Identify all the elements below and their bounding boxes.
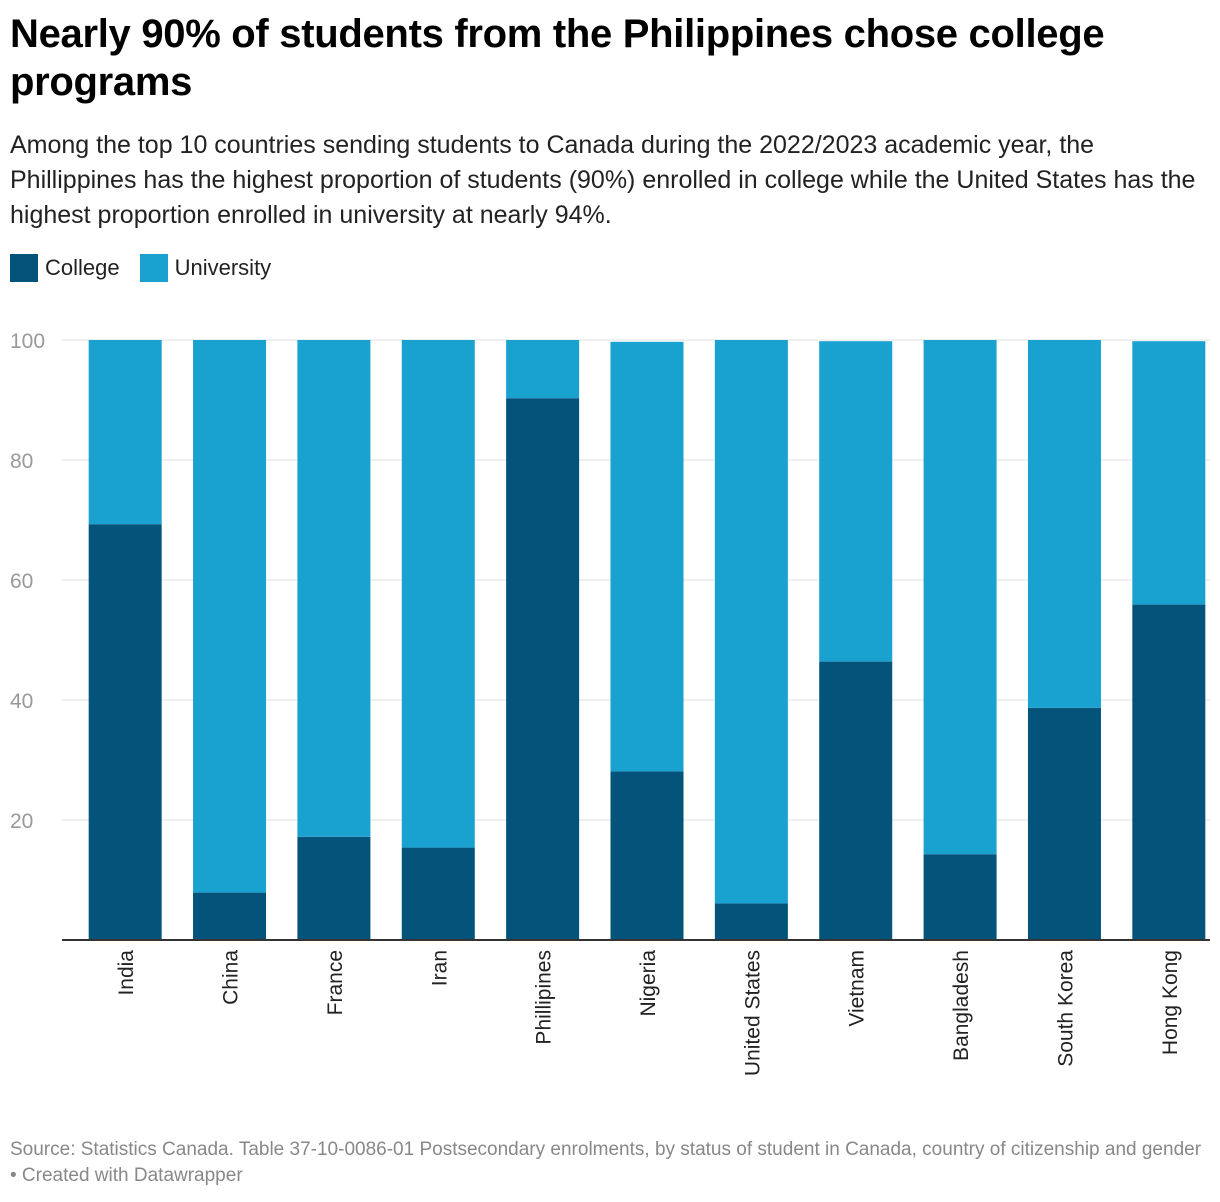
- legend-swatch-college: [10, 254, 38, 282]
- y-tick-label: 20: [10, 810, 33, 833]
- x-tick-label: South Korea: [1054, 950, 1077, 1067]
- bar-college-south-korea: [1027, 707, 1101, 940]
- bar-college-united-states: [714, 903, 788, 940]
- y-tick-label: 60: [10, 570, 33, 593]
- y-tick-label: 100: [10, 330, 45, 353]
- bar-college-france: [297, 836, 371, 940]
- chart-title: Nearly 90% of students from the Philippi…: [10, 12, 1105, 104]
- legend-label-college: College: [45, 255, 120, 280]
- bar-college-china: [193, 892, 267, 940]
- chart-legend: College University: [10, 254, 291, 282]
- bar-university-united-states: [714, 340, 788, 904]
- x-tick-label: Nigeria: [637, 950, 660, 1017]
- legend-item-college: College: [10, 254, 120, 282]
- x-tick-label: Bangladesh: [950, 950, 973, 1061]
- bar-university-nigeria: [610, 341, 684, 772]
- legend-item-university: University: [139, 254, 272, 282]
- bar-college-nigeria: [610, 771, 684, 940]
- x-tick-label: Vietnam: [846, 950, 869, 1027]
- bar-university-phillipines: [506, 340, 580, 399]
- bar-university-bangladesh: [923, 340, 997, 855]
- y-tick-label: 40: [10, 690, 33, 713]
- bar-university-vietnam: [819, 341, 893, 662]
- bar-college-bangladesh: [923, 854, 997, 940]
- bar-college-iran: [401, 847, 475, 940]
- bar-college-vietnam: [819, 661, 893, 940]
- stacked-bar-chart: 20 40 60 80 100 India China France Iran Phillipin…: [10, 330, 1210, 1076]
- x-tick-label: India: [115, 950, 138, 996]
- bar-university-hong-kong: [1132, 341, 1206, 605]
- x-tick-label: France: [324, 950, 347, 1015]
- source-footer: Source: Statistics Canada. Table 37-10-0…: [10, 1139, 1202, 1186]
- x-tick-label: China: [220, 950, 243, 1005]
- y-tick-label: 80: [10, 450, 33, 473]
- legend-swatch-university: [139, 254, 168, 282]
- legend-label-university: University: [174, 255, 272, 280]
- bar-college-phillipines: [506, 398, 580, 940]
- bar-university-china: [193, 340, 267, 893]
- bar-university-india: [88, 340, 162, 525]
- bar-university-south-korea: [1027, 340, 1101, 708]
- bar-college-india: [88, 524, 162, 940]
- bar-college-hong-kong: [1132, 604, 1206, 940]
- x-tick-label: Hong Kong: [1159, 950, 1182, 1055]
- x-tick-label: Iran: [428, 950, 451, 986]
- x-tick-label: United States: [741, 950, 764, 1076]
- x-tick-label: Phillipines: [533, 950, 556, 1045]
- bar-university-iran: [401, 340, 475, 848]
- bar-university-france: [297, 340, 371, 837]
- chart-subtitle: Among the top 10 countries sending stude…: [10, 131, 1196, 229]
